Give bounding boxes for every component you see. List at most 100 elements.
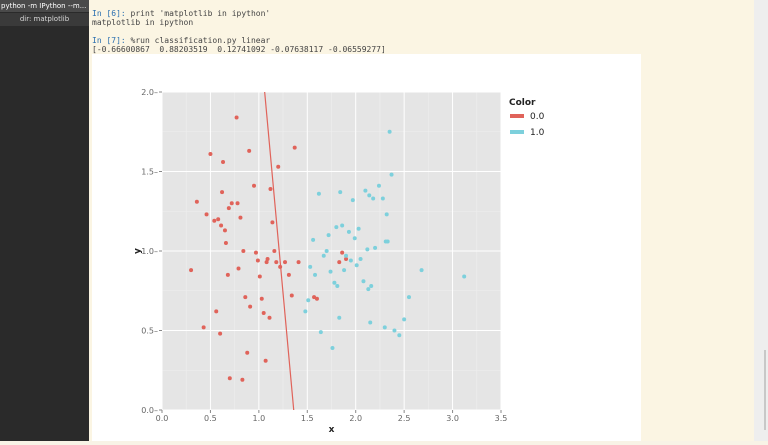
legend-label: 1.0 (530, 128, 545, 138)
x-tick-label: 3.0 (446, 414, 459, 423)
data-point (328, 269, 333, 274)
working-directory-label[interactable]: dir: matplotlib (0, 13, 89, 26)
data-point (220, 190, 225, 195)
input-prompt: In [6]: (92, 9, 126, 18)
data-point (314, 296, 319, 301)
scrollbar[interactable] (754, 0, 768, 441)
window-title[interactable]: python -m IPython --m... (0, 0, 89, 12)
data-point (392, 328, 397, 333)
data-point (234, 115, 239, 120)
data-point (385, 239, 390, 244)
data-point (225, 272, 230, 277)
data-point (321, 253, 326, 258)
data-point (354, 263, 359, 268)
legend-title: Color (509, 98, 536, 108)
data-point (313, 272, 318, 277)
legend-swatch (510, 114, 524, 118)
data-point (361, 279, 366, 284)
x-tick-label: 2.0 (349, 414, 362, 423)
data-point (311, 237, 316, 242)
data-point (397, 333, 402, 338)
data-point (367, 193, 372, 198)
console-input-line: In [6]: print 'matplotlib in ipython' (92, 9, 270, 18)
data-point (340, 223, 345, 228)
data-point (270, 220, 275, 225)
scatter-chart: 0.0 0.5 1.0 1.5 2.0 2.5 3.0 3.5 0.0– 0.5– 1.0– 1.5–… (133, 88, 545, 435)
data-point (286, 272, 291, 277)
y-tick-label: 2.0– (141, 88, 158, 97)
data-point (363, 188, 368, 193)
input-code: %run classification.py linear (130, 36, 271, 45)
data-point (222, 228, 227, 233)
legend-swatch (510, 130, 524, 134)
scrollbar-thumb[interactable] (764, 350, 766, 430)
data-point (255, 258, 260, 263)
data-point (296, 260, 301, 265)
y-tick-label: 1.5– (141, 168, 158, 177)
data-point (236, 266, 241, 271)
data-point (229, 201, 234, 206)
console-output-line: [-0.66600867 0.88203519 0.12741092 -0.07… (92, 45, 386, 54)
data-point (406, 295, 411, 300)
decision-boundary-line (264, 91, 295, 411)
data-point (387, 129, 392, 134)
data-point (303, 309, 308, 314)
data-point (344, 253, 349, 258)
data-point (334, 225, 339, 230)
data-point (326, 233, 331, 238)
data-point (384, 212, 389, 217)
data-point (366, 287, 371, 292)
data-point (208, 152, 213, 157)
data-point (337, 315, 342, 320)
x-axis-label: x (329, 425, 335, 435)
x-tick-label: 1.5 (301, 414, 314, 423)
data-point (201, 325, 206, 330)
data-point (389, 172, 394, 177)
data-point (330, 345, 335, 350)
data-point (253, 250, 258, 255)
input-code: print 'matplotlib in ipython' (130, 9, 271, 18)
data-point (241, 249, 246, 253)
data-point (338, 190, 343, 195)
data-point (318, 330, 323, 335)
legend-label: 0.0 (530, 112, 545, 122)
data-point (243, 295, 248, 300)
x-tick-label: 0.5 (204, 414, 217, 423)
data-point (264, 260, 269, 265)
data-point (274, 260, 279, 265)
data-point (342, 268, 347, 273)
y-axis-label: y (133, 248, 143, 254)
data-point (324, 249, 329, 253)
data-point (216, 217, 221, 222)
data-point (204, 212, 209, 217)
data-point (337, 260, 342, 265)
data-point (340, 250, 345, 255)
y-tick-label: 0.0– (141, 406, 158, 415)
data-point (348, 258, 353, 263)
data-point (268, 186, 273, 191)
data-point (219, 223, 224, 228)
data-point (344, 256, 349, 261)
sidebar: python -m IPython --m... dir: matplotlib (0, 0, 89, 441)
data-point (292, 145, 297, 150)
data-point (283, 260, 288, 265)
data-point (350, 198, 355, 203)
data-point (371, 196, 376, 201)
x-tick-label: 1.0 (252, 414, 265, 423)
plot-figure: 0.0 0.5 1.0 1.5 2.0 2.5 3.0 3.5 0.0– 0.5– 1.0– 1.5–… (92, 54, 641, 441)
data-point (462, 274, 467, 279)
data-point (218, 331, 223, 336)
data-point (356, 226, 361, 231)
data-point (289, 293, 294, 298)
x-tick-label: 3.5 (495, 414, 508, 423)
data-point (247, 148, 252, 153)
y-tick-label: 1.0– (141, 247, 158, 256)
data-point (261, 311, 266, 316)
console-input-line: In [7]: %run classification.py linear (92, 36, 270, 45)
data-point (369, 283, 374, 288)
x-tick-label: 0.0 (156, 414, 169, 423)
data-point (238, 215, 243, 220)
data-point (272, 249, 277, 253)
data-point (226, 206, 231, 211)
data-point (376, 183, 381, 188)
